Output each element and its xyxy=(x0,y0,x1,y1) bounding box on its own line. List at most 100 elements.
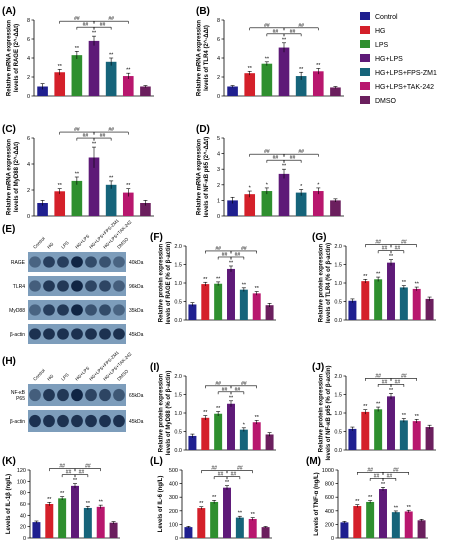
bar xyxy=(366,501,375,538)
significance-mark: ** xyxy=(394,505,399,511)
bar xyxy=(399,287,408,320)
panel-label: (H) xyxy=(2,356,16,367)
blot-band xyxy=(99,280,111,292)
blot-band xyxy=(99,256,111,268)
significance-mark: ** xyxy=(212,495,217,501)
bar xyxy=(54,191,66,216)
y-axis-label: levels of NF-κB p65 (% of β-actin) xyxy=(326,365,332,460)
y-axis-label: Levels of IL-1β (ng/L) xyxy=(6,474,12,534)
y-tick-label: 400 xyxy=(169,482,178,488)
bracket-label: ## xyxy=(393,467,399,473)
bracket-label: ## xyxy=(382,379,388,385)
bar xyxy=(278,173,290,216)
bar xyxy=(239,289,248,320)
bar xyxy=(330,87,341,96)
legend-swatch xyxy=(360,54,370,62)
significance-mark: ** xyxy=(251,512,256,518)
bar xyxy=(227,403,235,450)
y-tick-label: 1.0 xyxy=(174,411,182,417)
bar xyxy=(58,498,67,538)
blot-band xyxy=(99,388,111,402)
significance-mark: ** xyxy=(282,37,287,43)
lane-label: LPS xyxy=(60,240,70,250)
lane-label: LPS xyxy=(60,372,70,382)
blot-band xyxy=(43,328,55,340)
y-tick-label: 0.5 xyxy=(334,300,342,306)
significance-mark: ** xyxy=(255,415,260,421)
y-tick-label: 0 xyxy=(217,214,220,220)
bar xyxy=(201,284,210,320)
blot-size-label: 45kDa xyxy=(129,332,144,338)
blot-size-label: 40kDa xyxy=(129,260,144,266)
bar xyxy=(348,300,357,320)
significance-mark: ** xyxy=(355,499,360,505)
bar xyxy=(425,298,434,320)
legend-swatch xyxy=(360,96,370,104)
y-tick-label: 0.5 xyxy=(174,300,182,306)
y-tick-label: 200 xyxy=(325,522,334,528)
y-tick-label: 80 xyxy=(20,491,26,497)
y-tick-label: 0.0 xyxy=(334,318,342,324)
bar xyxy=(71,180,83,216)
y-axis-label: levels of NF-κB p65 (2^-ΔΔt) xyxy=(204,137,210,217)
y-tick-label: 1.0 xyxy=(334,281,342,287)
bar xyxy=(353,506,362,538)
blot-band xyxy=(71,388,83,402)
bar xyxy=(32,522,41,538)
y-tick-label: 0.5 xyxy=(174,430,182,436)
chart-panel: (B) Relative mRNA expression levels of TLR… xyxy=(196,6,344,100)
bar xyxy=(227,200,238,216)
blot-band xyxy=(71,328,83,340)
blot-band xyxy=(29,414,41,428)
chart-panel: (F)Relative protein expression levels of … xyxy=(150,232,276,324)
significance-mark: ** xyxy=(363,404,368,410)
legend-swatch xyxy=(360,12,370,20)
western-blot-panel: (H)Control HG LPS HG+LPSHG+LPS+FPS-ZM1HG+LP… xyxy=(2,350,144,432)
y-tick-label: 6 xyxy=(27,37,30,43)
chart-panel: (I)Relative protein expression levels of … xyxy=(150,362,276,455)
panel-label: (B) xyxy=(196,6,210,17)
bar xyxy=(105,61,117,96)
y-tick-label: 4 xyxy=(217,152,220,158)
blot-band xyxy=(43,280,55,292)
blot-band xyxy=(99,414,111,428)
bar xyxy=(188,435,197,450)
bar xyxy=(361,281,370,320)
chart-panel: (A) Relative mRNA expression levels of RAG… xyxy=(2,6,154,100)
significance-mark: * xyxy=(300,184,303,190)
bracket-label: ## xyxy=(395,246,401,252)
bracket-label: ## xyxy=(273,155,279,161)
panel-label: (L) xyxy=(150,456,163,467)
bracket-label: ## xyxy=(74,16,80,22)
blot-band xyxy=(71,304,83,316)
y-tick-label: 1.5 xyxy=(334,263,342,269)
bar xyxy=(404,511,413,538)
blot-band xyxy=(85,304,97,316)
blot-band xyxy=(57,328,69,340)
bracket-label: ## xyxy=(218,472,224,478)
bar xyxy=(295,192,307,216)
bar xyxy=(214,413,223,450)
y-tick-label: 3 xyxy=(217,167,220,173)
significance-mark: ** xyxy=(368,495,373,501)
significance-mark: ** xyxy=(265,56,270,62)
y-tick-label: 0.0 xyxy=(174,448,182,454)
bar xyxy=(105,184,117,216)
y-tick-label: 1.5 xyxy=(334,393,342,399)
panel-label: (C) xyxy=(2,124,16,135)
bar xyxy=(197,508,206,538)
bracket-label: ## xyxy=(298,149,304,155)
blot-band xyxy=(113,414,125,428)
bar xyxy=(244,194,256,216)
y-axis-label: Relative protein expression xyxy=(158,243,164,322)
blot-band xyxy=(43,388,55,402)
y-tick-label: 1.5 xyxy=(174,393,182,399)
chart-panel: (C) Relative mRNA expression levels of MyD… xyxy=(2,124,154,220)
significance-mark: ** xyxy=(242,282,247,288)
significance-mark: * xyxy=(266,182,269,188)
y-tick-label: 500 xyxy=(169,468,178,474)
blot-protein-label: NF-κB xyxy=(11,390,26,396)
blot-band xyxy=(43,414,55,428)
y-tick-label: 2 xyxy=(27,75,30,81)
panel-label: (D) xyxy=(196,124,210,135)
